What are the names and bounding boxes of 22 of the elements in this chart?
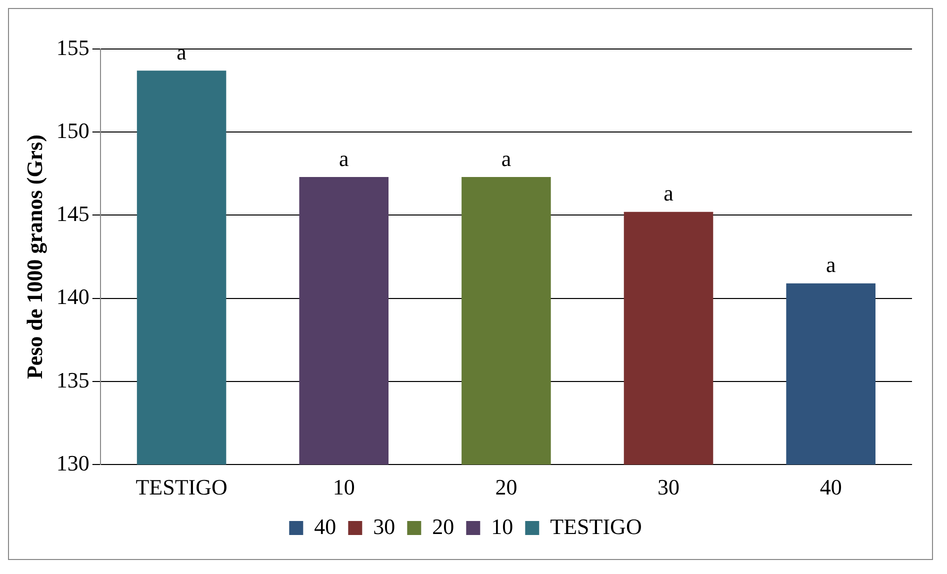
legend-label: 30 — [373, 514, 396, 539]
annotation: a — [501, 146, 512, 171]
y-tick-label: 140 — [56, 284, 90, 310]
y-tick-label: 150 — [56, 118, 90, 143]
annotation: a — [338, 146, 349, 171]
x-tick-label: 30 — [658, 474, 680, 500]
y-tick-label: 155 — [56, 34, 90, 60]
x-tick-label: 20 — [495, 474, 518, 500]
legend-label: TESTIGO — [550, 514, 642, 539]
y-tick-label: 130 — [56, 450, 90, 476]
x-tick-label: 10 — [332, 474, 355, 500]
annotation: a — [176, 39, 187, 64]
legend-label: 20 — [432, 514, 454, 539]
y-axis-title: Peso de 1000 granos (Grs) — [22, 134, 47, 380]
legend-label: 10 — [491, 514, 514, 539]
x-tick-label: 40 — [820, 474, 842, 500]
y-tick-label: 135 — [56, 367, 90, 392]
legend-label: 40 — [314, 514, 336, 539]
annotation: a — [664, 180, 674, 206]
y-tick-label: 145 — [56, 201, 90, 226]
annotation: a — [826, 252, 836, 278]
x-tick-label: TESTIGO — [136, 474, 228, 500]
